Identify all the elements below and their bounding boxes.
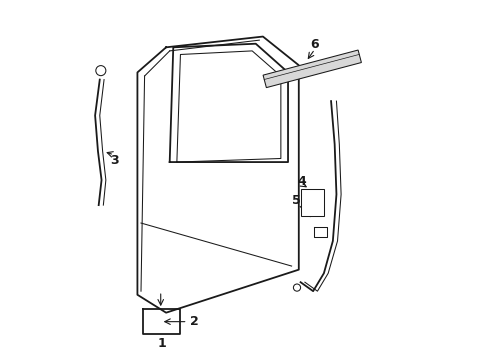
Polygon shape <box>263 50 362 87</box>
Text: 6: 6 <box>311 38 319 51</box>
Text: 1: 1 <box>157 337 166 350</box>
Text: 3: 3 <box>110 154 119 167</box>
Text: 2: 2 <box>191 315 199 328</box>
Text: 5: 5 <box>292 194 301 207</box>
Text: 4: 4 <box>297 175 306 188</box>
Polygon shape <box>300 189 324 216</box>
